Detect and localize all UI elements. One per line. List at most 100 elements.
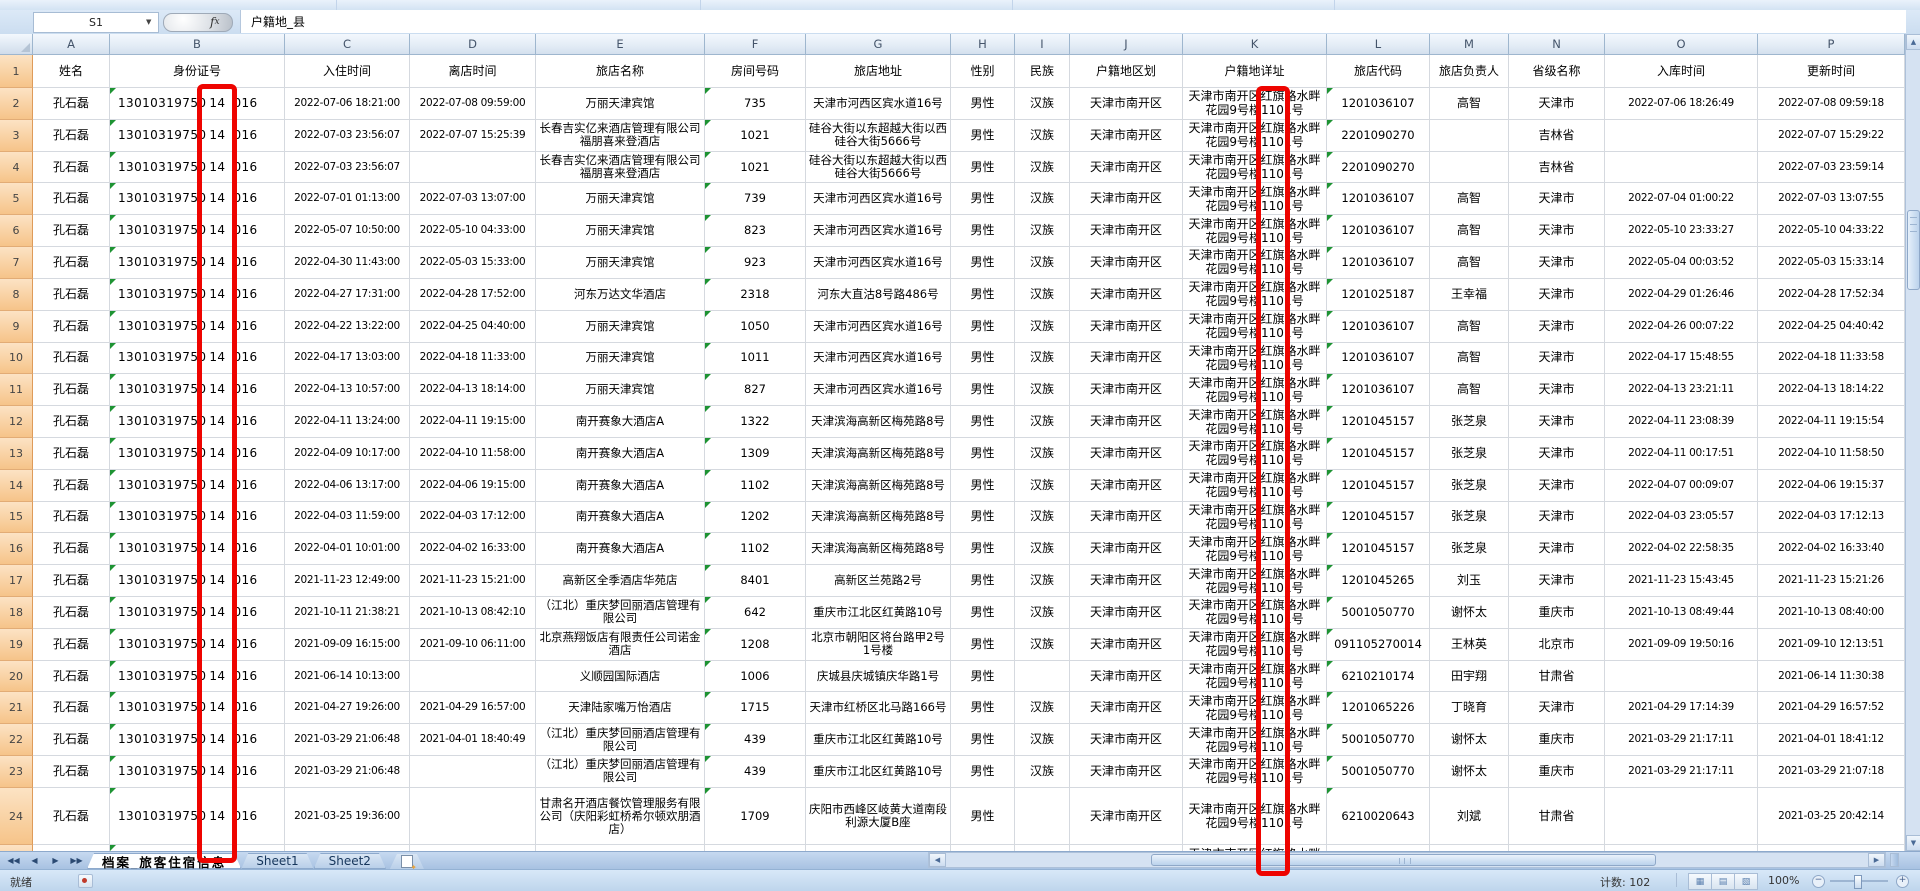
- cell[interactable]: 汉族: [1015, 278, 1070, 311]
- tab-scrollbar-splitter[interactable]: [1890, 853, 1899, 867]
- cell[interactable]: 长春吉实亿来酒店管理有限公司福朋喜来登酒店: [536, 151, 705, 184]
- cell[interactable]: 万丽天津宾馆: [536, 374, 705, 407]
- cell[interactable]: 天津市河西区宾水道16号: [806, 342, 951, 375]
- cell[interactable]: 谢怀太: [1430, 756, 1509, 788]
- cell[interactable]: 孔石磊: [33, 756, 110, 788]
- cell[interactable]: 2022-07-07 15:29:22: [1758, 119, 1905, 152]
- row-header-8[interactable]: 8: [0, 278, 33, 311]
- cell[interactable]: 1201036107: [1327, 215, 1430, 248]
- cell[interactable]: 439: [705, 756, 806, 788]
- cell[interactable]: 823: [705, 215, 806, 248]
- cell[interactable]: 天津市南开区: [1070, 374, 1183, 407]
- cell[interactable]: 091105270014: [1327, 628, 1430, 661]
- cell[interactable]: 天津市南开区红旗路水畔花园9号楼1101号: [1183, 406, 1327, 438]
- page-layout-view-icon[interactable]: ▤: [1711, 873, 1735, 890]
- cell[interactable]: 天津市南开区红旗路水畔花园9号楼1101号: [1183, 119, 1327, 152]
- cell[interactable]: 天津市: [1509, 406, 1605, 438]
- cell[interactable]: 1201065226: [1327, 692, 1430, 725]
- cell[interactable]: 天津市南开区: [1070, 597, 1183, 629]
- cell[interactable]: 1050: [705, 310, 806, 343]
- cell[interactable]: 2021-09-10 12:13:51: [1758, 628, 1905, 661]
- cell[interactable]: 天津市: [1509, 88, 1605, 120]
- cell[interactable]: 2021-11-23 15:21:00: [410, 565, 536, 597]
- column-header-D[interactable]: D: [410, 34, 536, 55]
- cell[interactable]: 身份证号: [110, 55, 285, 88]
- cell[interactable]: 汉族: [1015, 724, 1070, 757]
- name-box[interactable]: S1: [33, 12, 159, 33]
- cell[interactable]: 高智: [1430, 183, 1509, 216]
- cell[interactable]: [410, 151, 536, 184]
- cell[interactable]: 1201036107: [1327, 342, 1430, 375]
- cell[interactable]: 天津市南开区: [1070, 183, 1183, 216]
- cell[interactable]: 天津市南开区红旗路水畔花园9号楼1101号: [1183, 787, 1327, 846]
- cell[interactable]: 天津滨海高新区梅苑路8号: [806, 406, 951, 438]
- cell[interactable]: 2022-04-11 00:17:51: [1605, 437, 1758, 470]
- column-header-F[interactable]: F: [705, 34, 806, 55]
- cell[interactable]: [806, 845, 951, 851]
- cell[interactable]: 天津市: [1509, 501, 1605, 534]
- cell[interactable]: 刘玉: [1430, 565, 1509, 597]
- vertical-scrollbar[interactable]: ▲ ▼: [1905, 34, 1920, 851]
- cell[interactable]: 2022-04-06 13:17:00: [285, 469, 410, 502]
- horizontal-scrollbar-thumb[interactable]: [1151, 854, 1656, 866]
- cell[interactable]: 天津市南开区: [1070, 469, 1183, 502]
- cell[interactable]: 2022-07-03 13:07:00: [410, 183, 536, 216]
- cell[interactable]: 2022-07-01 01:13:00: [285, 183, 410, 216]
- cell[interactable]: 1102: [705, 469, 806, 502]
- cell[interactable]: 2022-04-11 19:15:54: [1758, 406, 1905, 438]
- cell[interactable]: 2022-04-18 11:33:00: [410, 342, 536, 375]
- cell[interactable]: 入住时间: [285, 55, 410, 88]
- row-header-6[interactable]: 6: [0, 215, 33, 248]
- cell[interactable]: 孔石磊: [33, 437, 110, 470]
- cell[interactable]: 1201045157: [1327, 469, 1430, 502]
- cell[interactable]: 汉族: [1015, 247, 1070, 279]
- cell[interactable]: 旅店代码: [1327, 55, 1430, 88]
- sheet-tab-Sheet2[interactable]: Sheet2: [314, 853, 386, 869]
- cell[interactable]: 1322: [705, 406, 806, 438]
- cell[interactable]: 甘肃省: [1509, 787, 1605, 846]
- cell[interactable]: 男性: [951, 787, 1015, 846]
- cell[interactable]: 1309: [705, 437, 806, 470]
- cell[interactable]: 1102: [705, 533, 806, 566]
- cell[interactable]: [1015, 660, 1070, 693]
- cell[interactable]: 汉族: [1015, 437, 1070, 470]
- scroll-down-icon[interactable]: ▼: [1906, 835, 1920, 851]
- cell[interactable]: 孔石磊: [33, 183, 110, 216]
- cell[interactable]: 天津市南开区: [1070, 628, 1183, 661]
- cell[interactable]: [1015, 845, 1070, 851]
- scroll-right-icon[interactable]: ▶: [1868, 853, 1885, 867]
- cell[interactable]: 旅店地址: [806, 55, 951, 88]
- row-header-24[interactable]: 24: [0, 787, 33, 846]
- cell[interactable]: 天津市: [1509, 374, 1605, 407]
- column-header-A[interactable]: A: [33, 34, 110, 55]
- cell[interactable]: 1201045265: [1327, 565, 1430, 597]
- cell[interactable]: 2022-05-10 23:33:27: [1605, 215, 1758, 248]
- cell[interactable]: 河东万达文华酒店: [536, 278, 705, 311]
- cell[interactable]: 天津市南开区红旗路水畔花园9号楼1101号: [1183, 565, 1327, 597]
- cell[interactable]: 2022-04-06 19:15:37: [1758, 469, 1905, 502]
- cell[interactable]: 天津市红桥区北马路166号: [806, 692, 951, 725]
- cell[interactable]: 天津市南开区红旗路水畔花园9号楼1101号: [1183, 310, 1327, 343]
- cell[interactable]: 2021-10-13 08:49:44: [1605, 597, 1758, 629]
- column-header-L[interactable]: L: [1327, 34, 1430, 55]
- cell[interactable]: 2021-03-25 20:42:14: [1758, 787, 1905, 846]
- sheet-tab-Sheet1[interactable]: Sheet1: [241, 853, 313, 869]
- cell[interactable]: 2021-09-09 16:15:00: [285, 628, 410, 661]
- cell[interactable]: 男性: [951, 628, 1015, 661]
- cell[interactable]: 天津市: [1509, 692, 1605, 725]
- cell[interactable]: [1015, 787, 1070, 846]
- cell[interactable]: [951, 845, 1015, 851]
- cell[interactable]: 天津市南开区: [1070, 406, 1183, 438]
- cell[interactable]: 男性: [951, 374, 1015, 407]
- cell[interactable]: 天津市南开区: [1070, 310, 1183, 343]
- cell[interactable]: 2022-05-04 00:03:52: [1605, 247, 1758, 279]
- cell[interactable]: [1605, 151, 1758, 184]
- cell[interactable]: 923: [705, 247, 806, 279]
- cell[interactable]: 1201025187: [1327, 278, 1430, 311]
- cell[interactable]: 户籍地详址: [1183, 55, 1327, 88]
- cell[interactable]: [1430, 119, 1509, 152]
